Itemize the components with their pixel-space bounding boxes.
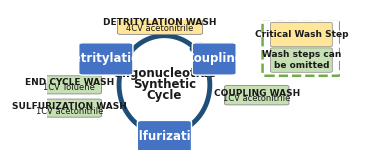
Text: Synthetic: Synthetic [133,78,196,91]
Text: Detritylation: Detritylation [64,52,148,66]
Text: 1CV acetonitrile: 1CV acetonitrile [36,107,103,116]
FancyBboxPatch shape [225,86,289,105]
Text: SULFURIZATION WASH: SULFURIZATION WASH [12,102,127,111]
FancyBboxPatch shape [263,19,340,76]
FancyBboxPatch shape [137,120,192,153]
Text: 4CV acetonitrile: 4CV acetonitrile [126,24,194,33]
FancyBboxPatch shape [37,99,101,117]
Text: 1CV acetonitrile: 1CV acetonitrile [223,94,290,103]
FancyBboxPatch shape [271,22,332,47]
Text: Coupling: Coupling [185,52,243,66]
Text: COUPLING WASH: COUPLING WASH [214,89,300,98]
Text: Cycle: Cycle [147,89,182,102]
Text: END CYCLE WASH: END CYCLE WASH [25,78,114,88]
Text: DETRITYLATION WASH: DETRITYLATION WASH [103,18,217,27]
Text: 1CV Toluene: 1CV Toluene [43,83,95,92]
Text: Oligonucleotide: Oligonucleotide [112,67,217,80]
FancyBboxPatch shape [79,43,133,75]
Text: Sulfurization: Sulfurization [122,130,207,143]
Text: Critical Wash Step: Critical Wash Step [255,30,348,39]
FancyBboxPatch shape [37,76,101,94]
FancyBboxPatch shape [192,43,236,75]
FancyBboxPatch shape [271,48,332,72]
Text: Wash steps can
be omitted: Wash steps can be omitted [262,50,341,70]
FancyBboxPatch shape [118,15,203,34]
